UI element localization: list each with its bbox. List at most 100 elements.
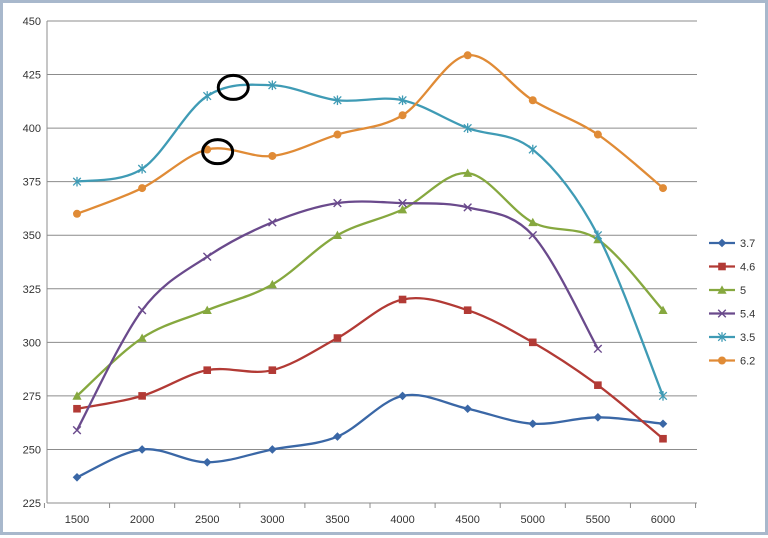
data-point	[203, 145, 212, 154]
data-point	[398, 198, 407, 208]
data-point	[333, 95, 342, 106]
axes: 225 250 275 300 325 350 375 400 425 450 1500 2000 25…	[23, 16, 697, 526]
marker-stroke	[202, 252, 212, 261]
legend-label: 6.2	[740, 356, 755, 368]
data-point	[463, 203, 472, 212]
data-point	[463, 168, 473, 177]
data-point	[463, 51, 472, 60]
data-point	[658, 391, 668, 401]
legend-label: 3.7	[740, 238, 755, 250]
legend-entry: 3.5	[709, 332, 755, 344]
data-point	[593, 130, 602, 139]
data-point	[398, 111, 407, 120]
marker-stroke	[717, 309, 727, 318]
x-tick-label: 2000	[130, 514, 154, 526]
x-tick-label: 1500	[65, 514, 89, 526]
data-point	[268, 80, 277, 91]
data-point	[398, 295, 407, 304]
x-tick-label: 6000	[651, 514, 675, 526]
series-3-5	[72, 80, 668, 401]
data-point	[463, 404, 472, 414]
marker-stroke	[333, 198, 342, 208]
data-point	[202, 252, 212, 261]
data-point	[137, 305, 147, 315]
series-5-4	[72, 198, 603, 435]
annotation-circle	[216, 73, 250, 101]
series-3-7	[72, 391, 668, 482]
legend-label: 4.6	[740, 262, 755, 274]
legend-marker	[718, 356, 726, 365]
series-line	[76, 393, 664, 479]
legend-marker	[717, 285, 727, 294]
series-line	[76, 83, 665, 397]
marker-stroke	[137, 305, 147, 315]
series-line	[76, 54, 664, 215]
series-6-2	[73, 51, 667, 218]
legend-marker	[717, 332, 727, 342]
data-point	[72, 472, 82, 482]
marker-stroke	[72, 425, 82, 435]
data-point	[332, 230, 343, 240]
data-point	[73, 404, 81, 413]
data-point	[333, 334, 342, 342]
data-point	[72, 425, 82, 435]
data-point	[202, 457, 212, 467]
data-point	[203, 366, 212, 374]
legend-label: 5	[740, 285, 746, 297]
y-tick-label: 375	[23, 177, 41, 189]
series-4-6	[73, 295, 667, 443]
y-tick-label: 400	[23, 123, 41, 135]
y-tick-label: 275	[23, 391, 41, 403]
series-5	[72, 168, 668, 400]
legend-entry: 4.6	[709, 262, 755, 274]
data-point	[333, 198, 342, 208]
data-point	[202, 305, 212, 314]
marker-stroke	[268, 218, 277, 227]
data-point	[659, 434, 667, 443]
data-point	[528, 217, 538, 227]
data-point	[528, 338, 537, 347]
data-point	[267, 279, 277, 289]
data-point	[137, 445, 147, 454]
line-chart: 225 250 275 300 325 350 375 400 425 450 1500 2000 25…	[23, 16, 756, 526]
data-point	[268, 151, 277, 160]
x-tick-label: 4500	[455, 514, 479, 526]
legend: 3.7 4.6 5 5.4 3.5 6.2	[709, 238, 755, 368]
data-point	[268, 218, 277, 227]
x-tick-label: 3500	[325, 514, 349, 526]
legend-entry: 5.4	[709, 309, 755, 321]
data-point	[659, 184, 667, 193]
data-point	[333, 130, 342, 139]
data-point	[528, 419, 538, 429]
legend-label: 5.4	[740, 309, 755, 321]
data-point	[594, 381, 602, 389]
marker-stroke	[593, 344, 603, 354]
data-point	[528, 144, 538, 155]
series-group	[72, 51, 668, 482]
y-tick-label: 225	[23, 498, 41, 510]
data-point	[137, 164, 147, 174]
data-point	[268, 445, 277, 454]
legend-entry: 5	[709, 285, 746, 297]
data-point	[593, 413, 603, 422]
y-tick-label: 250	[23, 444, 41, 456]
data-point	[528, 96, 537, 105]
series-line	[76, 296, 664, 440]
y-tick-label: 425	[23, 70, 41, 82]
x-tick-label: 5500	[586, 514, 610, 526]
data-point	[72, 176, 82, 187]
marker-stroke	[528, 230, 538, 240]
legend-label: 3.5	[740, 332, 755, 344]
x-tick-label: 3000	[260, 514, 284, 526]
data-point	[137, 333, 147, 342]
legend-marker	[717, 309, 727, 318]
data-point	[593, 230, 603, 241]
data-point	[593, 344, 603, 354]
data-point	[397, 204, 408, 214]
y-tick-label: 350	[23, 230, 41, 242]
data-point	[333, 432, 342, 441]
data-point	[463, 306, 472, 314]
x-tick-label: 5000	[521, 514, 545, 526]
marker-stroke	[463, 203, 472, 212]
